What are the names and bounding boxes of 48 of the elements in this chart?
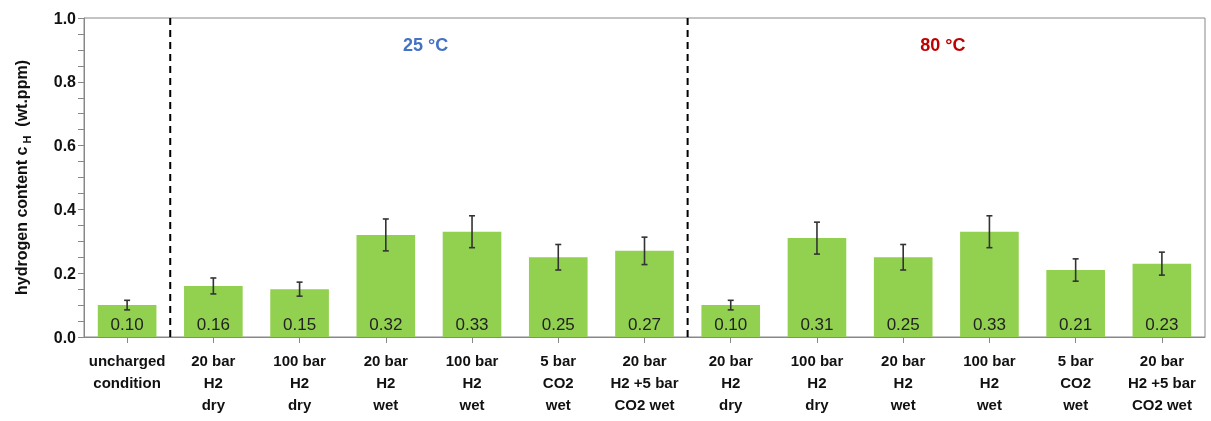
annotation: 25 °C <box>402 35 449 55</box>
data-label: 0.10 <box>714 315 748 334</box>
bar <box>97 305 157 337</box>
bar <box>615 250 674 337</box>
x-tick-label: 20 bar H2 wet <box>881 351 926 413</box>
x-tick-label: 20 bar H2 wet <box>363 351 409 413</box>
x-tick-label: 100 bar H2 wet <box>963 351 1016 413</box>
x-tick-label: 100 bar H2 wet <box>445 351 499 413</box>
data-label: 0.25 <box>541 315 575 334</box>
x-tick-label: 20 bar H2 dry <box>191 351 236 413</box>
bar <box>184 285 243 337</box>
bar <box>701 305 761 337</box>
bar <box>442 231 502 337</box>
y-tick-label: 0.0 <box>53 328 77 346</box>
data-label: 0.25 <box>886 315 920 334</box>
x-tick-label: 100 bar H2 dry <box>790 351 844 413</box>
data-label: 0.33 <box>455 315 489 334</box>
y-axis-title: hydrogen content cH (wt.ppm) <box>13 60 33 295</box>
bar <box>787 238 847 337</box>
data-label: 0.10 <box>110 315 144 334</box>
x-tick-label: 5 bar CO2 wet <box>1057 351 1094 413</box>
y-tick-label: 0.8 <box>53 73 77 91</box>
x-tick-label: uncharged condition <box>88 351 166 391</box>
data-label: 0.16 <box>196 315 230 334</box>
bar <box>1046 270 1105 337</box>
y-tick-label: 0.6 <box>53 137 77 155</box>
data-label: 0.31 <box>800 315 834 334</box>
bar <box>356 234 416 337</box>
bar <box>1132 263 1192 337</box>
bar <box>528 257 588 337</box>
x-tick-label: 20 bar H2 +5 bar CO2 wet <box>610 351 679 413</box>
bar <box>270 289 329 337</box>
annotation: 80 °C <box>920 35 966 55</box>
data-label: 0.32 <box>369 315 403 334</box>
y-tick-label: 0.4 <box>53 200 77 218</box>
data-label: 0.15 <box>283 315 317 334</box>
bar <box>960 231 1019 337</box>
x-tick-label: 5 bar CO2 wet <box>540 351 577 413</box>
x-tick-label: 100 bar H2 dry <box>273 351 326 413</box>
data-label: 0.23 <box>1145 315 1179 334</box>
data-label: 0.33 <box>972 315 1006 334</box>
y-tick-label: 1.0 <box>53 9 77 27</box>
y-tick-label: 0.2 <box>53 264 77 282</box>
data-label: 0.27 <box>627 315 662 334</box>
x-tick-label: 20 bar H2 +5 bar CO2 wet <box>1127 351 1197 413</box>
bar <box>873 257 933 337</box>
data-label: 0.21 <box>1059 315 1093 334</box>
x-tick-label: 20 bar H2 dry <box>708 351 753 413</box>
